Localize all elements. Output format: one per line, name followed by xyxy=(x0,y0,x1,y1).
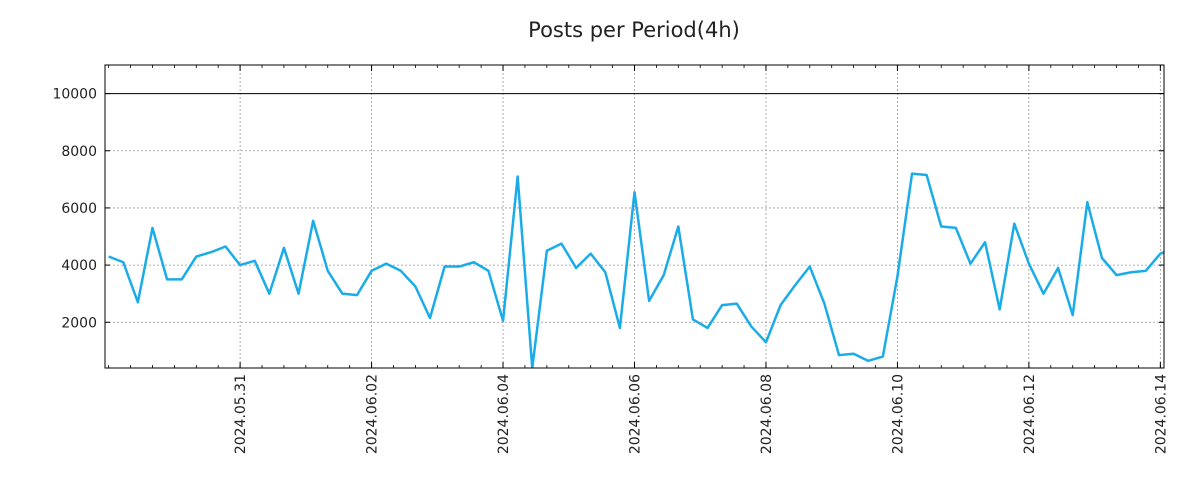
y-tick-label: 2000 xyxy=(61,315,97,331)
y-tick-label: 4000 xyxy=(61,258,97,274)
chart-title: Posts per Period(4h) xyxy=(528,18,740,42)
x-tick-label: 2024.06.12 xyxy=(1022,374,1038,454)
y-tick-label: 10000 xyxy=(52,87,97,103)
x-tick-label: 2024.06.04 xyxy=(496,374,512,454)
ticks-layer xyxy=(105,65,1164,368)
tick-labels-layer: 2000 4000 6000 8000 10000 2024.05.31 2024.06.0… xyxy=(52,87,1169,455)
y-tick-label: 8000 xyxy=(61,144,97,160)
grid-layer xyxy=(105,65,1164,368)
x-tick-label: 2024.06.02 xyxy=(365,374,381,454)
series-layer xyxy=(108,172,1164,368)
x-tick-label: 2024.06.10 xyxy=(890,374,906,454)
series-line xyxy=(108,172,1164,368)
x-tick-label: 2024.06.06 xyxy=(628,374,644,454)
x-tick-label: 2024.06.14 xyxy=(1153,374,1169,454)
x-tick-label: 2024.06.08 xyxy=(759,374,775,454)
y-tick-label: 6000 xyxy=(61,201,97,217)
x-tick-label: 2024.05.31 xyxy=(233,374,249,454)
